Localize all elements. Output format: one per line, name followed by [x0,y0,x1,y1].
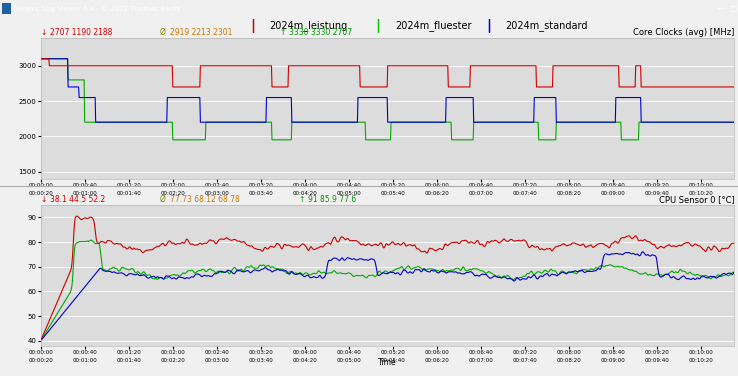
Text: 2707 1190 2188: 2707 1190 2188 [50,28,120,37]
X-axis label: Time: Time [378,358,397,367]
Text: 2919 2213 2301: 2919 2213 2301 [170,28,239,37]
Text: ↓: ↓ [41,195,47,204]
Text: 2024m_leistung: 2024m_leistung [269,20,348,31]
Text: ↑: ↑ [298,195,304,204]
Text: Ø: Ø [160,195,166,204]
Text: CPU Sensor 0 [°C]: CPU Sensor 0 [°C] [658,195,734,204]
Text: 3330 3330 2707: 3330 3330 2707 [289,28,352,37]
Text: 2024m_fluester: 2024m_fluester [395,20,472,31]
Bar [2,3,11,14]
Text: |: | [376,19,380,33]
Text: |: | [250,19,255,33]
Text: Generic Log Viewer 6.4 - © 2022 Thomas Barth: Generic Log Viewer 6.4 - © 2022 Thomas B… [13,5,179,12]
Text: ↑: ↑ [279,28,286,37]
Text: ↓: ↓ [41,28,47,37]
Text: 38.1 44.5 52.2: 38.1 44.5 52.2 [50,195,113,204]
Text: 2024m_standard: 2024m_standard [506,20,588,31]
Text: Ø: Ø [160,28,166,37]
Text: 77.73 68.12 68.78: 77.73 68.12 68.78 [170,195,246,204]
Text: Core Clocks (avg) [MHz]: Core Clocks (avg) [MHz] [633,28,734,37]
Text: ─   □   ✕: ─ □ ✕ [717,4,738,13]
Text: |: | [486,19,491,33]
Text: 91 85.9 77.6: 91 85.9 77.6 [308,195,356,204]
